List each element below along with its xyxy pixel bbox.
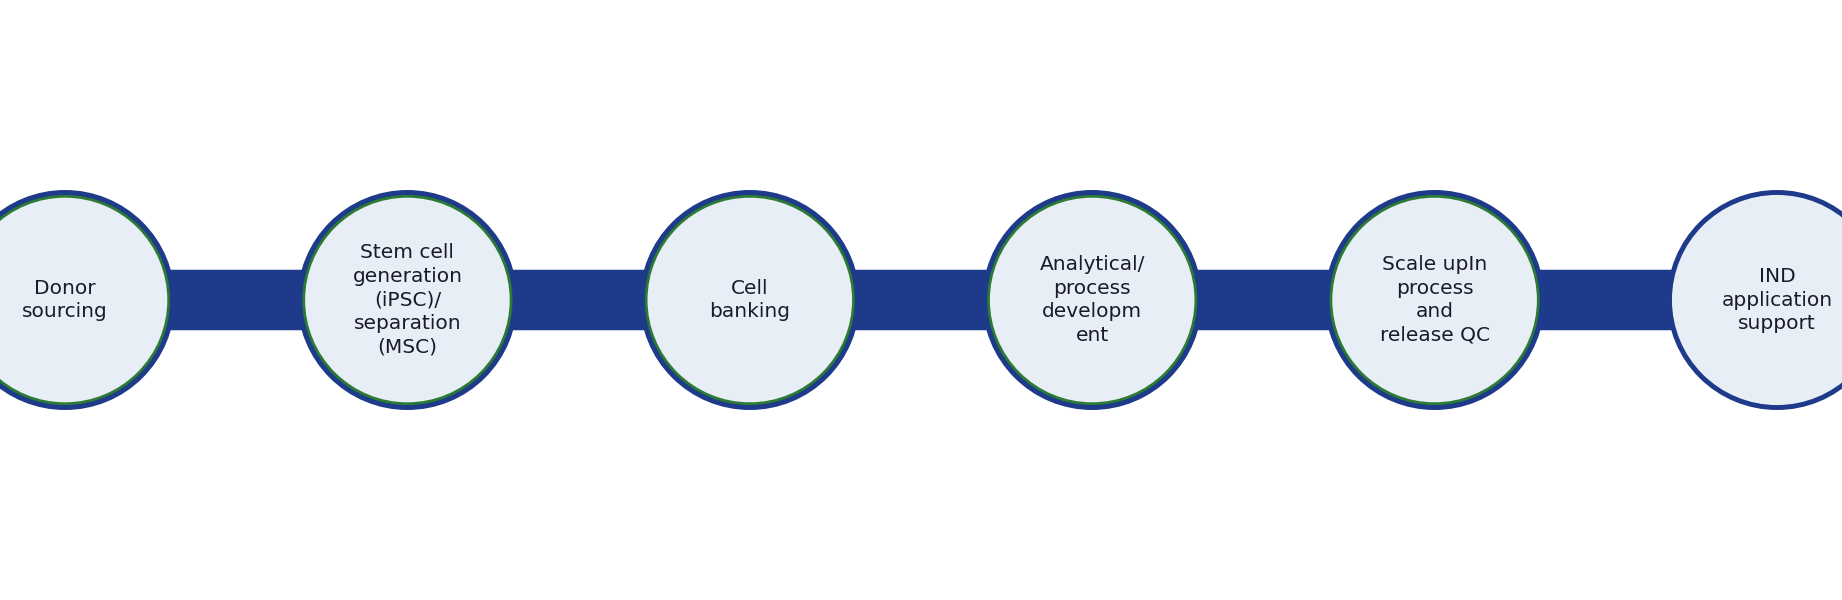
Text: Scale upIn
process
and
release QC: Scale upIn process and release QC — [1380, 255, 1490, 345]
Ellipse shape — [645, 195, 855, 405]
Ellipse shape — [297, 190, 518, 410]
Polygon shape — [810, 270, 1054, 330]
Ellipse shape — [989, 197, 1194, 402]
Polygon shape — [1494, 270, 1739, 330]
Ellipse shape — [639, 190, 860, 410]
Ellipse shape — [1330, 195, 1540, 405]
Ellipse shape — [1324, 190, 1545, 410]
Ellipse shape — [1332, 197, 1536, 402]
Text: IND
application
support: IND application support — [1722, 267, 1833, 333]
Ellipse shape — [648, 197, 853, 402]
Ellipse shape — [0, 195, 169, 405]
Ellipse shape — [0, 197, 168, 402]
Ellipse shape — [982, 190, 1203, 410]
Text: Analytical/
process
developm
ent: Analytical/ process developm ent — [1039, 255, 1146, 345]
Polygon shape — [125, 270, 370, 330]
Text: Stem cell
generation
(iPSC)/
separation
(MSC): Stem cell generation (iPSC)/ separation … — [352, 244, 462, 356]
Ellipse shape — [987, 195, 1197, 405]
Text: Cell
banking: Cell banking — [709, 279, 790, 321]
Polygon shape — [1151, 270, 1396, 330]
Ellipse shape — [1673, 195, 1842, 405]
Ellipse shape — [306, 197, 510, 402]
Ellipse shape — [302, 195, 512, 405]
Ellipse shape — [0, 190, 175, 410]
Polygon shape — [468, 270, 711, 330]
Text: Donor
sourcing: Donor sourcing — [22, 279, 109, 321]
Ellipse shape — [1667, 190, 1842, 410]
